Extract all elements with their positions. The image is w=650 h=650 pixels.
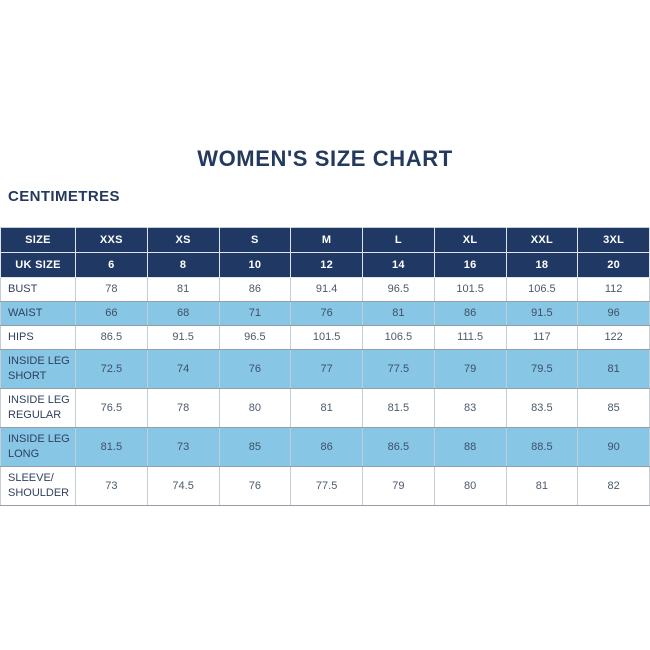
value-cell: 96.5 <box>362 277 435 302</box>
header-cell: XXL <box>505 227 579 253</box>
value-cell: 86.5 <box>75 325 148 350</box>
value-cell: 86 <box>433 301 507 326</box>
header-cell: XS <box>146 227 220 253</box>
row-label: SIZE <box>0 227 76 253</box>
row-label: SLEEVE/ SHOULDER <box>0 466 76 506</box>
value-cell: 74 <box>146 349 220 389</box>
table-row: SLEEVE/ SHOULDER 73 74.5 76 77.5 79 80 81 82 <box>0 466 650 506</box>
value-cell: 91.5 <box>505 301 579 326</box>
header-cell: S <box>218 227 292 253</box>
units-label: CENTIMETRES <box>8 188 120 205</box>
value-cell: 85 <box>218 427 292 467</box>
value-cell: 101.5 <box>433 277 507 302</box>
header-row: SIZE XXS XS S M L XL XXL 3XL <box>0 227 650 253</box>
value-cell: 122 <box>577 325 650 350</box>
table-body: BUST 78 81 86 91.4 96.5 101.5 106.5 112 WAIST 66 68… <box>0 277 650 506</box>
row-label: UK SIZE <box>0 252 76 278</box>
header-row: UK SIZE 6 8 10 12 14 16 18 20 <box>0 252 650 278</box>
header-cell: 12 <box>290 252 363 278</box>
table-row: INSIDE LEG LONG 81.5 73 85 86 86.5 88 88.5 90 <box>0 427 650 467</box>
table-row: WAIST 66 68 71 76 81 86 91.5 96 <box>0 301 650 326</box>
value-cell: 80 <box>433 466 507 506</box>
value-cell: 80 <box>218 388 292 428</box>
value-cell: 78 <box>146 388 220 428</box>
row-label: INSIDE LEG REGULAR <box>0 388 76 428</box>
value-cell: 81.5 <box>362 388 435 428</box>
value-cell: 79.5 <box>505 349 579 389</box>
value-cell: 76 <box>290 301 363 326</box>
value-cell: 82 <box>577 466 650 506</box>
table-row: BUST 78 81 86 91.4 96.5 101.5 106.5 112 <box>0 277 650 302</box>
value-cell: 81 <box>362 301 435 326</box>
value-cell: 88.5 <box>505 427 579 467</box>
value-cell: 91.4 <box>290 277 363 302</box>
value-cell: 85 <box>577 388 650 428</box>
value-cell: 72.5 <box>75 349 148 389</box>
value-cell: 81 <box>290 388 363 428</box>
page-title: WOMEN'S SIZE CHART <box>197 146 453 171</box>
value-cell: 74.5 <box>146 466 220 506</box>
value-cell: 96 <box>577 301 650 326</box>
header-cell: M <box>290 227 363 253</box>
value-cell: 79 <box>433 349 507 389</box>
header-cell: 6 <box>75 252 148 278</box>
value-cell: 76.5 <box>75 388 148 428</box>
header-cell: XL <box>433 227 507 253</box>
value-cell: 88 <box>433 427 507 467</box>
value-cell: 86.5 <box>362 427 435 467</box>
value-cell: 90 <box>577 427 650 467</box>
value-cell: 117 <box>505 325 579 350</box>
value-cell: 81 <box>146 277 220 302</box>
header-cell: 20 <box>577 252 650 278</box>
value-cell: 83.5 <box>505 388 579 428</box>
header-cell: 3XL <box>577 227 650 253</box>
value-cell: 78 <box>75 277 148 302</box>
header-cell: 8 <box>146 252 220 278</box>
value-cell: 106.5 <box>505 277 579 302</box>
row-label: WAIST <box>0 301 76 326</box>
table-row: INSIDE LEG SHORT 72.5 74 76 77 77.5 79 79.5 81 <box>0 349 650 389</box>
value-cell: 76 <box>218 349 292 389</box>
value-cell: 81 <box>505 466 579 506</box>
header-cell: 16 <box>433 252 507 278</box>
header-cell: XXS <box>75 227 148 253</box>
row-label: INSIDE LEG LONG <box>0 427 76 467</box>
value-cell: 86 <box>290 427 363 467</box>
value-cell: 81 <box>577 349 650 389</box>
value-cell: 106.5 <box>362 325 435 350</box>
value-cell: 71 <box>218 301 292 326</box>
value-cell: 77 <box>290 349 363 389</box>
table-header: SIZE XXS XS S M L XL XXL 3XL UK SIZE 6 8 10 12 14 16 18 2… <box>0 227 650 278</box>
value-cell: 101.5 <box>290 325 363 350</box>
value-cell: 66 <box>75 301 148 326</box>
value-cell: 86 <box>218 277 292 302</box>
header-cell: 10 <box>218 252 292 278</box>
value-cell: 68 <box>146 301 220 326</box>
header-cell: 18 <box>505 252 579 278</box>
value-cell: 73 <box>146 427 220 467</box>
value-cell: 83 <box>433 388 507 428</box>
header-cell: 14 <box>362 252 435 278</box>
size-chart-table: SIZE XXS XS S M L XL XXL 3XL UK SIZE 6 8 10 12 14 16 18 2… <box>0 227 650 506</box>
row-label: BUST <box>0 277 76 302</box>
value-cell: 96.5 <box>218 325 292 350</box>
table-row: HIPS 86.5 91.5 96.5 101.5 106.5 111.5 117 122 <box>0 325 650 350</box>
value-cell: 77.5 <box>362 349 435 389</box>
value-cell: 91.5 <box>146 325 220 350</box>
value-cell: 77.5 <box>290 466 363 506</box>
table-row: INSIDE LEG REGULAR 76.5 78 80 81 81.5 83 83.5 85 <box>0 388 650 428</box>
row-label: INSIDE LEG SHORT <box>0 349 76 389</box>
value-cell: 111.5 <box>433 325 507 350</box>
value-cell: 73 <box>75 466 148 506</box>
value-cell: 112 <box>577 277 650 302</box>
value-cell: 76 <box>218 466 292 506</box>
row-label: HIPS <box>0 325 76 350</box>
header-cell: L <box>362 227 435 253</box>
value-cell: 79 <box>362 466 435 506</box>
value-cell: 81.5 <box>75 427 148 467</box>
